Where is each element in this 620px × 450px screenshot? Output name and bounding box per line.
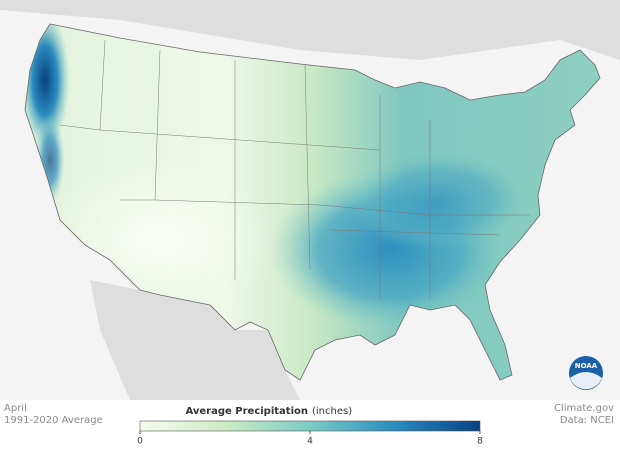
state-borders bbox=[59, 39, 530, 300]
legend-tick-label: 8 bbox=[477, 437, 483, 447]
logo-text: NOAA bbox=[575, 362, 598, 370]
legend-tick-label: 4 bbox=[307, 437, 313, 447]
us-outline bbox=[24, 23, 601, 381]
color-bar bbox=[139, 420, 481, 432]
credit-source: Climate.gov bbox=[554, 403, 614, 414]
canada bbox=[0, 0, 620, 60]
noaa-logo-wave bbox=[570, 372, 602, 390]
credit-data: Data: NCEI bbox=[560, 415, 614, 426]
caption-month: April bbox=[4, 403, 27, 414]
legend-title: Average Precipitation bbox=[186, 406, 309, 417]
legend-tick-label: 0 bbox=[137, 437, 143, 447]
legend-unit: (inches) bbox=[312, 406, 352, 417]
caption-period: 1991-2020 Average bbox=[4, 415, 103, 426]
mexico bbox=[90, 280, 300, 400]
